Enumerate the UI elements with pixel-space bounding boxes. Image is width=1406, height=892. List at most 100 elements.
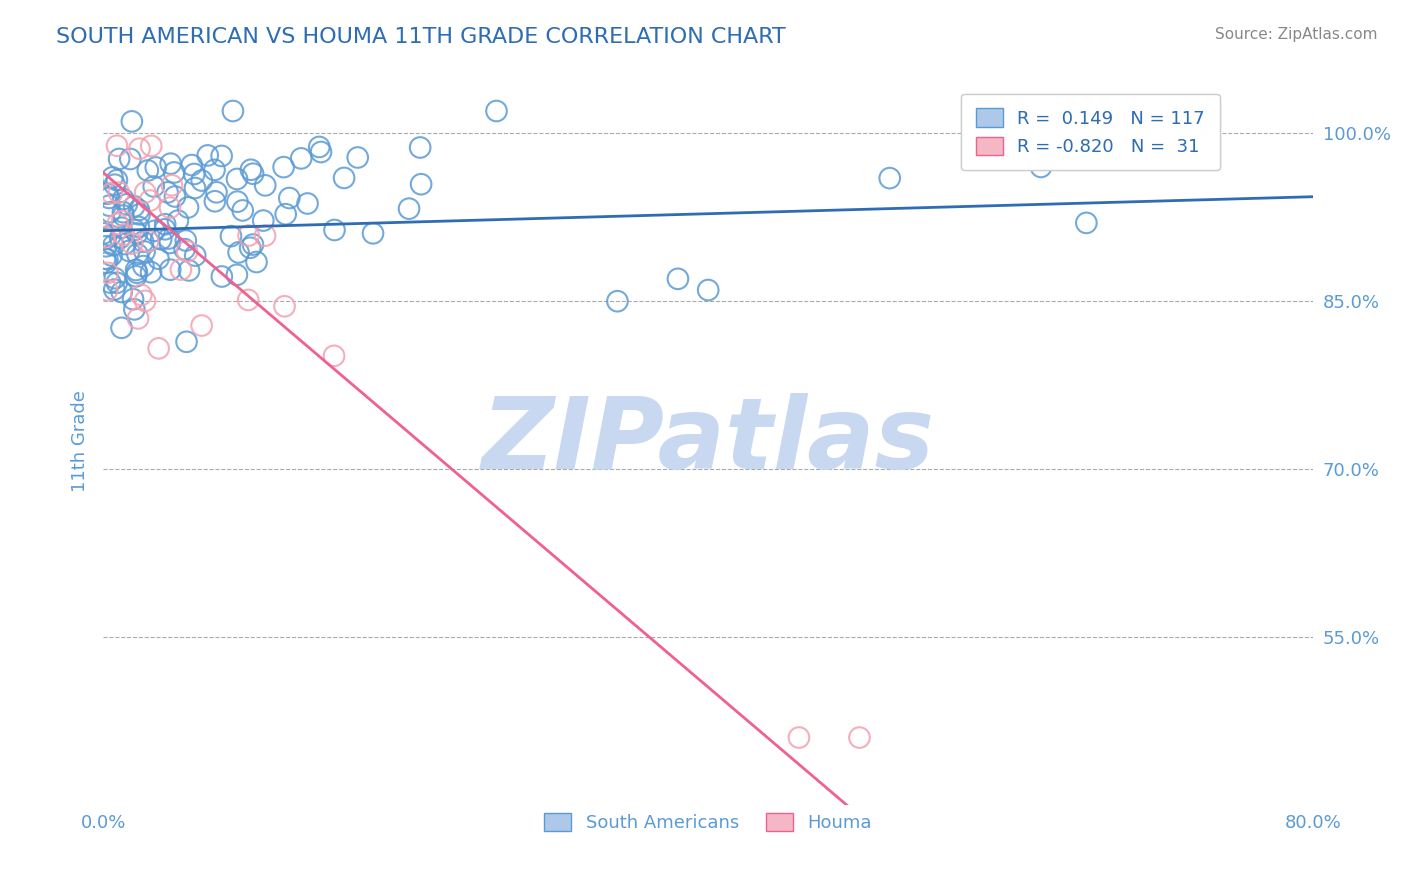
Point bbox=[145, 161, 167, 175]
Point bbox=[273, 299, 295, 313]
Point bbox=[309, 145, 332, 159]
Point bbox=[128, 207, 150, 221]
Point bbox=[177, 263, 200, 277]
Point bbox=[93, 230, 115, 244]
Point bbox=[238, 228, 260, 243]
Point bbox=[204, 162, 226, 177]
Point bbox=[122, 199, 145, 213]
Point bbox=[142, 179, 165, 194]
Point bbox=[184, 181, 207, 195]
Point bbox=[132, 259, 155, 273]
Point bbox=[273, 160, 295, 174]
Point bbox=[226, 172, 249, 186]
Point bbox=[121, 236, 143, 251]
Point bbox=[190, 318, 212, 333]
Point bbox=[143, 224, 166, 238]
Point bbox=[180, 158, 202, 172]
Point bbox=[103, 283, 125, 297]
Point bbox=[411, 178, 433, 192]
Point bbox=[606, 294, 628, 309]
Point bbox=[190, 173, 212, 187]
Point bbox=[94, 252, 117, 266]
Point bbox=[183, 167, 205, 181]
Point bbox=[153, 217, 176, 231]
Point bbox=[184, 249, 207, 263]
Point bbox=[197, 148, 219, 162]
Point bbox=[111, 205, 134, 219]
Point bbox=[100, 186, 122, 201]
Point bbox=[100, 248, 122, 262]
Point bbox=[697, 283, 720, 297]
Point bbox=[96, 186, 118, 201]
Point bbox=[98, 205, 121, 219]
Point bbox=[297, 196, 319, 211]
Point bbox=[176, 334, 198, 349]
Point bbox=[111, 214, 134, 228]
Point bbox=[159, 201, 181, 215]
Point bbox=[124, 302, 146, 317]
Point bbox=[254, 178, 277, 193]
Point bbox=[124, 223, 146, 237]
Point bbox=[120, 152, 142, 166]
Point bbox=[118, 244, 141, 258]
Point bbox=[141, 138, 163, 153]
Point bbox=[128, 219, 150, 234]
Point bbox=[238, 293, 260, 307]
Point bbox=[96, 252, 118, 267]
Point bbox=[485, 103, 508, 118]
Point bbox=[159, 235, 181, 250]
Point bbox=[115, 197, 138, 211]
Point bbox=[278, 191, 301, 205]
Point bbox=[139, 194, 162, 208]
Point bbox=[219, 229, 242, 244]
Point bbox=[97, 266, 120, 280]
Point bbox=[96, 256, 118, 270]
Point bbox=[177, 201, 200, 215]
Point bbox=[787, 731, 810, 745]
Point bbox=[254, 228, 277, 243]
Point bbox=[290, 152, 312, 166]
Point bbox=[167, 213, 190, 227]
Point bbox=[848, 731, 870, 745]
Point bbox=[101, 170, 124, 185]
Point bbox=[139, 265, 162, 279]
Point bbox=[211, 269, 233, 284]
Point bbox=[1181, 120, 1204, 135]
Point bbox=[134, 186, 156, 200]
Point bbox=[93, 227, 115, 241]
Point bbox=[110, 321, 132, 335]
Point bbox=[105, 173, 128, 187]
Point bbox=[333, 170, 356, 185]
Point bbox=[211, 149, 233, 163]
Point bbox=[108, 186, 131, 200]
Point bbox=[122, 292, 145, 306]
Point bbox=[398, 202, 420, 216]
Point bbox=[104, 178, 127, 192]
Point bbox=[104, 271, 127, 285]
Point bbox=[125, 263, 148, 277]
Point bbox=[129, 288, 152, 302]
Point bbox=[232, 203, 254, 218]
Point bbox=[98, 191, 121, 205]
Point bbox=[228, 245, 250, 260]
Point bbox=[176, 244, 198, 259]
Point bbox=[163, 165, 186, 179]
Point bbox=[148, 252, 170, 266]
Point bbox=[134, 244, 156, 259]
Point bbox=[160, 178, 183, 193]
Point bbox=[128, 142, 150, 156]
Point bbox=[1076, 216, 1098, 230]
Point bbox=[105, 276, 128, 290]
Point bbox=[105, 138, 128, 153]
Point bbox=[173, 242, 195, 256]
Point bbox=[108, 231, 131, 245]
Point bbox=[156, 186, 179, 200]
Point bbox=[242, 167, 264, 181]
Text: SOUTH AMERICAN VS HOUMA 11TH GRADE CORRELATION CHART: SOUTH AMERICAN VS HOUMA 11TH GRADE CORRE… bbox=[56, 27, 786, 46]
Point bbox=[136, 234, 159, 248]
Point bbox=[94, 232, 117, 246]
Point bbox=[1029, 160, 1052, 174]
Point bbox=[98, 276, 121, 290]
Point bbox=[111, 285, 134, 299]
Point bbox=[148, 342, 170, 356]
